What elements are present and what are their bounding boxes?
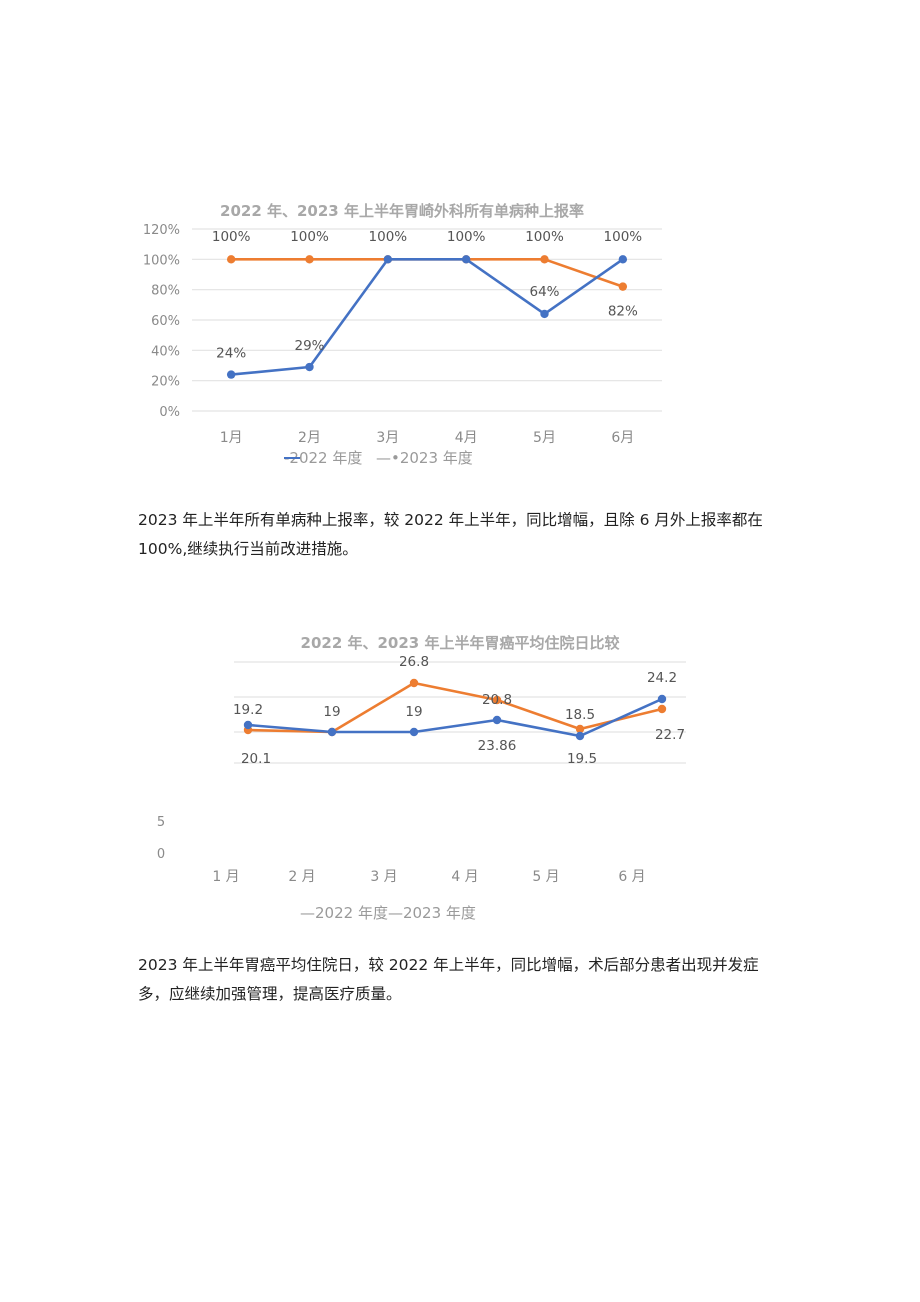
data-point — [409, 727, 419, 737]
y-tick-label: 100% — [143, 253, 180, 268]
data-point — [461, 255, 471, 264]
data-label: 18.5 — [565, 707, 595, 723]
data-label: 24.2 — [647, 670, 677, 686]
data-point — [327, 727, 337, 737]
data-point — [540, 309, 549, 319]
x-tick-label: 3 月 — [370, 869, 397, 885]
data-point — [575, 724, 585, 734]
data-point — [305, 362, 314, 372]
data-label: 20.8 — [482, 692, 512, 708]
data-label: 100% — [604, 229, 643, 245]
series-line — [231, 258, 624, 376]
length-of-stay-chart: 2022 年、2023 年上半年胃癌平均住院日比较 5 0 1 月 2 月 3 月 4 月 5… — [157, 634, 686, 922]
y-tick-label: 0% — [159, 405, 180, 420]
data-point — [657, 704, 667, 714]
x-tick-label: 2月 — [298, 430, 321, 446]
data-label: 26.8 — [399, 654, 429, 670]
y-tick-label: 40% — [151, 344, 180, 359]
data-label: 82% — [608, 304, 638, 320]
legend-entry-2023: —•2023 年度 — [376, 449, 473, 467]
y-tick-label: 80% — [151, 284, 180, 299]
y-tick-label: 60% — [151, 314, 180, 329]
x-tick-label: 4 月 — [451, 869, 478, 885]
x-tick-label: 2 月 — [288, 869, 315, 885]
data-label: 19.5 — [567, 751, 597, 767]
data-label: 64% — [529, 284, 559, 300]
data-point — [305, 255, 314, 264]
y-tick-label: 0 — [157, 847, 165, 862]
data-label: 23.86 — [478, 738, 517, 754]
x-tick-label: 5月 — [533, 430, 556, 446]
legend-entry-2022: -2022 年度 — [284, 449, 362, 467]
data-point — [618, 255, 628, 264]
data-label: 19 — [405, 704, 422, 720]
x-tick-label: 4月 — [455, 430, 478, 446]
data-point — [618, 282, 628, 291]
data-label: 19 — [323, 704, 340, 720]
data-label: 100% — [212, 229, 251, 245]
series-line — [231, 258, 624, 288]
data-point — [540, 255, 549, 264]
x-tick-label: 5 月 — [532, 869, 559, 885]
series-line — [247, 681, 663, 734]
data-point — [492, 715, 502, 725]
chart-title: 2022 年、2023 年上半年胃癌平均住院日比较 — [301, 634, 620, 652]
x-tick-label: 1 月 — [212, 869, 239, 885]
data-point — [226, 370, 236, 379]
data-label: 100% — [290, 229, 329, 245]
data-point — [575, 731, 585, 741]
data-label: 100% — [447, 229, 486, 245]
y-tick-label: 120% — [143, 223, 180, 238]
y-tick-label: 20% — [151, 375, 180, 390]
reporting-rate-chart: 2022 年、2023 年上半年胃崎外科所有单病种上报率 0% 20% 40% 60% 8… — [143, 202, 662, 467]
series-line — [247, 697, 663, 738]
chart-title: 2022 年、2023 年上半年胃崎外科所有单病种上报率 — [220, 202, 584, 220]
data-label: 20.1 — [241, 751, 271, 767]
data-label: 29% — [294, 338, 324, 354]
data-label: 22.7 — [655, 727, 685, 743]
x-tick-label: 6月 — [611, 430, 634, 446]
data-point — [243, 720, 253, 730]
data-point — [226, 255, 236, 264]
data-label: 100% — [369, 229, 408, 245]
reporting-rate-summary: 2023 年上半年所有单病种上报率，较 2022 年上半年，同比增幅，且除 6 … — [138, 511, 763, 558]
data-point — [657, 694, 667, 704]
x-tick-label: 3月 — [376, 430, 399, 446]
data-point — [409, 678, 419, 688]
data-label: 100% — [525, 229, 564, 245]
x-tick-label: 1月 — [220, 430, 243, 446]
length-of-stay-summary: 2023 年上半年胃癌平均住院日，较 2022 年上半年，同比增幅，术后部分患者… — [138, 956, 759, 1003]
data-point — [492, 695, 502, 705]
data-label: 19.2 — [233, 702, 263, 718]
y-tick-label: 5 — [157, 815, 165, 830]
data-label: 24% — [216, 346, 246, 362]
x-tick-label: 6 月 — [618, 869, 645, 885]
data-point — [383, 255, 393, 264]
legend-entry: —2022 年度—2023 年度 — [300, 904, 476, 922]
